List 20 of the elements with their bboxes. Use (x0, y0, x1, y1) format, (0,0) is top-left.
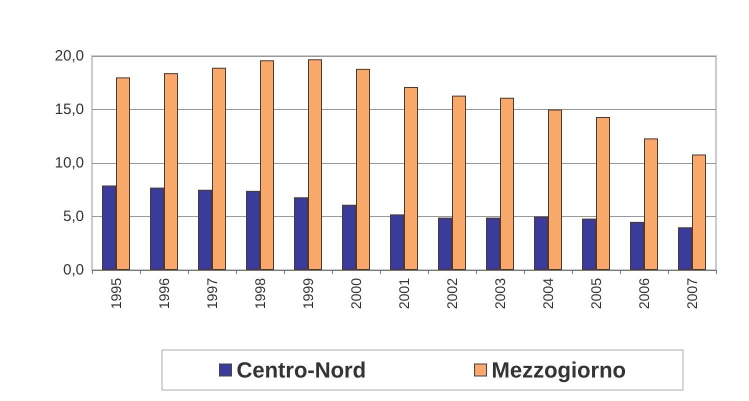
x-tick-label: 1999 (300, 278, 316, 310)
x-tick-label: 2005 (588, 278, 604, 310)
x-tick-label: 2002 (444, 278, 460, 310)
y-tick-label: 15,0 (54, 101, 84, 118)
x-tick-label: 2000 (348, 278, 364, 310)
y-tick-label: 5,0 (63, 208, 84, 225)
x-tick-label: 1995 (108, 278, 124, 310)
y-tick-label: 10,0 (54, 154, 84, 172)
x-tick-label: 2004 (540, 278, 556, 310)
x-tick-label: 2001 (396, 278, 412, 310)
legend-label: Centro-Nord (236, 358, 366, 382)
x-tick-label: 1996 (156, 278, 172, 310)
legend-label: Mezzogiorno (492, 358, 626, 382)
x-tick-label: 2006 (636, 278, 652, 310)
x-tick-label: 2003 (492, 278, 508, 310)
x-tick-label: 1997 (204, 278, 220, 310)
x-tick-label: 1998 (252, 278, 268, 310)
x-tick-label: 2007 (684, 278, 700, 310)
y-tick-label: 0,0 (63, 262, 84, 278)
y-tick-label: 20,0 (54, 48, 84, 64)
